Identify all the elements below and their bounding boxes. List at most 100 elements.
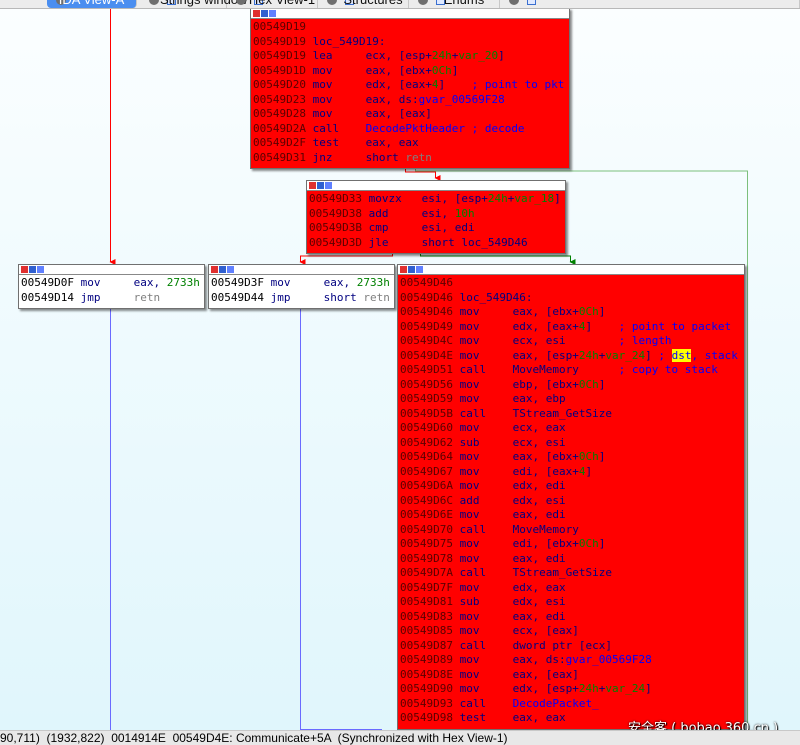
tab-enums[interactable]: Enums xyxy=(409,0,500,8)
asm-line[interactable]: 00549D46 loc_549D46: xyxy=(400,291,742,306)
asm-line[interactable]: 00549D3D jle short loc_549D46 xyxy=(309,236,563,251)
name-or-comment[interactable]: gvar_00569F28 xyxy=(565,653,652,666)
operand[interactable]: ] xyxy=(585,319,619,333)
operand[interactable]: esi, edi xyxy=(421,221,475,234)
operand[interactable]: eax, ds: xyxy=(512,653,566,666)
close-icon[interactable] xyxy=(56,0,66,5)
asm-line[interactable]: 00549D62 sub ecx, esi xyxy=(400,436,742,451)
operand[interactable]: eax, eax xyxy=(365,136,419,149)
operand[interactable]: ] xyxy=(598,450,606,463)
block-header[interactable] xyxy=(209,265,394,275)
close-icon[interactable] xyxy=(327,0,337,5)
asm-line[interactable]: 00549D44 jmp short retn xyxy=(211,291,392,306)
number[interactable]: var_20 xyxy=(458,49,499,62)
color-icon[interactable] xyxy=(21,266,28,273)
operand[interactable]: short xyxy=(323,290,364,304)
name-or-comment[interactable]: gvar_00569F28 xyxy=(418,92,505,106)
asm-line[interactable]: 00549D60 mov ecx, eax xyxy=(400,421,742,436)
color-icon[interactable] xyxy=(400,266,407,273)
asm-line[interactable]: 00549D89 mov eax, ds:gvar_00569F28 xyxy=(400,653,742,668)
operand[interactable]: eax, ebp xyxy=(512,392,566,405)
operand[interactable]: ] xyxy=(598,537,606,550)
asm-line[interactable]: 00549D51 call MoveMemory ; copy to stack xyxy=(400,363,742,378)
number[interactable]: 0Ch xyxy=(431,63,452,77)
operand[interactable]: edx, [esp+ xyxy=(512,682,579,695)
number[interactable]: var_18 xyxy=(514,192,555,205)
asm-line[interactable]: 00549D2A call DecodePktHeader ; decode xyxy=(253,122,567,137)
asm-line[interactable]: 00549D46 mov eax, [ebx+0Ch] xyxy=(400,305,742,320)
operand[interactable]: MoveMemory xyxy=(512,363,619,376)
operand[interactable]: ecx, eax xyxy=(512,421,566,434)
operand[interactable]: eax, eax xyxy=(512,711,566,724)
number[interactable]: var_24 xyxy=(605,348,646,362)
edit-icon[interactable] xyxy=(408,266,415,273)
asm-line[interactable]: 00549D4C mov ecx, esi ; length xyxy=(400,334,742,349)
asm-line[interactable]: 00549D0F mov eax, 2733h xyxy=(21,276,202,291)
asm-line[interactable]: 00549D19 loc_549D19: xyxy=(253,35,567,50)
color-icon[interactable] xyxy=(309,182,316,189)
operand[interactable]: ecx, [esp+ xyxy=(365,49,432,62)
operand[interactable]: eax, [eax] xyxy=(512,667,579,681)
number[interactable]: 24h xyxy=(431,49,452,62)
name-or-comment[interactable]: ; xyxy=(658,348,672,362)
name-or-comment[interactable]: ; point to pkt xyxy=(471,78,565,91)
asm-line[interactable]: 00549D83 mov eax, edi xyxy=(400,610,742,625)
operand[interactable]: loc_549D19: xyxy=(312,34,386,48)
tab-strings-window[interactable]: Strings window xyxy=(140,0,247,8)
asm-line[interactable]: 00549D90 mov edx, [esp+24h+var_24] xyxy=(400,682,742,697)
asm-line[interactable]: 00549D38 add esi, 10h xyxy=(309,207,563,222)
name-or-comment[interactable]: ; decode xyxy=(471,121,525,135)
number[interactable]: 10h xyxy=(454,206,475,220)
asm-line[interactable]: 00549D4E mov eax, [esp+24h+var_24] ; dst… xyxy=(400,348,742,364)
operand[interactable]: ] xyxy=(645,348,659,362)
operand[interactable]: edx, [eax+ xyxy=(365,78,432,91)
operand[interactable]: ] xyxy=(598,377,606,391)
asm-line[interactable]: 00549D14 jmp retn xyxy=(21,291,202,306)
asm-line[interactable]: 00549D85 mov ecx, [eax] xyxy=(400,624,742,639)
number[interactable]: 24h xyxy=(487,192,508,205)
edit-icon[interactable] xyxy=(261,10,268,17)
operand[interactable]: edx, eax xyxy=(512,580,566,594)
operand[interactable]: + xyxy=(451,49,459,62)
asm-line[interactable]: 00549D49 mov edx, [eax+4] ; point to pac… xyxy=(400,320,742,335)
asm-line[interactable]: 00549D3F mov eax, 2733h xyxy=(211,276,392,291)
operand[interactable]: retn xyxy=(405,150,432,164)
operand[interactable]: eax, xyxy=(323,276,357,289)
operand[interactable]: short loc_549D46 xyxy=(421,235,528,249)
color-icon[interactable] xyxy=(253,10,260,17)
edit-icon[interactable] xyxy=(29,266,36,273)
edit-icon[interactable] xyxy=(219,266,226,273)
list-icon[interactable] xyxy=(269,10,276,17)
number[interactable]: 24h xyxy=(578,682,599,695)
asm-line[interactable]: 00549D28 mov eax, [eax] xyxy=(253,107,567,122)
number[interactable]: 2733h xyxy=(166,276,200,289)
operand[interactable]: dword ptr [ecx] xyxy=(512,638,612,652)
operand[interactable]: eax, [esp+ xyxy=(512,348,579,362)
operand[interactable]: ecx, esi xyxy=(512,435,566,449)
name-or-comment[interactable]: ; copy to stack xyxy=(618,363,718,376)
asm-line[interactable]: 00549D75 mov edi, [ebx+0Ch] xyxy=(400,537,742,552)
block-header[interactable] xyxy=(19,265,204,275)
operand[interactable]: edx, [eax+ xyxy=(512,319,579,333)
asm-line[interactable]: 00549D1D mov eax, [ebx+0Ch] xyxy=(253,64,567,79)
list-icon[interactable] xyxy=(325,182,332,189)
asm-line[interactable]: 00549D2F test eax, eax xyxy=(253,136,567,151)
asm-line[interactable]: 00549D19 xyxy=(253,20,567,35)
tab-structures[interactable]: Structures xyxy=(318,0,409,8)
asm-line[interactable]: 00549D5B call TStream_GetSize xyxy=(400,407,742,422)
operand[interactable]: edx, edi xyxy=(512,479,566,492)
code-block-loc_549D19[interactable]: 00549D19 00549D19 loc_549D19: 00549D19 le… xyxy=(250,9,570,169)
asm-line[interactable]: 00549D7A call TStream_GetSize xyxy=(400,566,742,581)
asm-line[interactable]: 00549D64 mov eax, [ebx+0Ch] xyxy=(400,450,742,465)
asm-line[interactable]: 00549D3B cmp esi, edi xyxy=(309,221,563,236)
operand[interactable]: ] xyxy=(645,682,652,695)
operand[interactable]: eax, edi xyxy=(512,609,566,623)
tab-more[interactable] xyxy=(500,0,800,8)
asm-line[interactable]: 00549D87 call dword ptr [ecx] xyxy=(400,639,742,654)
close-icon[interactable] xyxy=(418,0,428,5)
close-icon[interactable] xyxy=(509,0,519,5)
tab-hex-view[interactable]: Hex View-1 xyxy=(227,0,318,8)
operand[interactable]: + xyxy=(507,192,515,205)
operand[interactable]: eax, [eax] xyxy=(365,107,432,120)
asm-line[interactable]: 00549D6E mov eax, edi xyxy=(400,508,742,523)
